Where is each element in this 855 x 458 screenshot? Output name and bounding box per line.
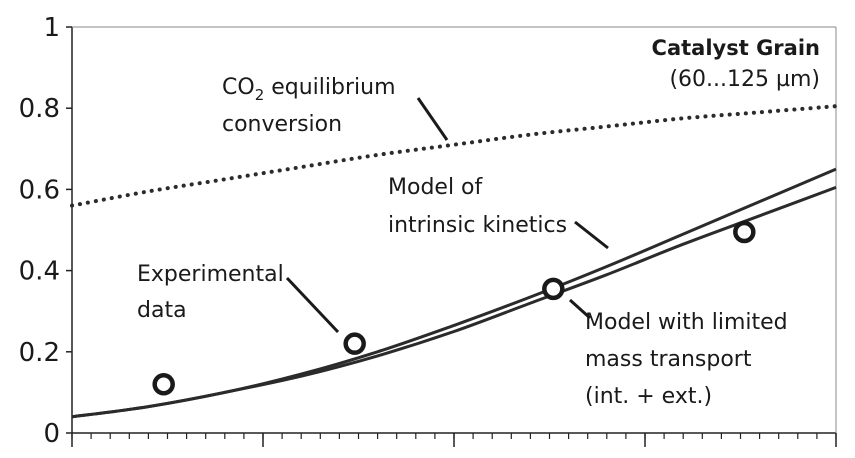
equilibrium-label-line2: conversion [222,112,342,137]
equilibrium-label-co: CO [222,75,255,100]
series-layer [70,104,838,419]
intrinsic-label-line1: Model of [388,175,484,200]
y-tick-label: 0.8 [19,94,60,124]
catalyst-grain-size: (60...125 µm) [669,67,820,92]
intrinsic-leader-line [574,220,609,250]
intrinsic-kinetics-line [71,167,837,419]
equilibrium-leader-line [416,97,449,141]
experimental-data-point [542,277,565,301]
y-tick-label: 0.6 [19,175,60,205]
experimental-leader-line [285,276,340,334]
mass-transport-label-line3: (int. + ext.) [585,384,712,409]
experimental-label-line2: data [137,298,187,323]
axis-ticks: 0 0.2 0.4 0.6 0.8 1 [19,13,837,449]
catalyst-grain-title: Catalyst Grain [652,36,820,60]
experimental-data-point [733,220,756,244]
equilibrium-line [70,104,838,208]
equilibrium-label-subscript: 2 [255,86,265,104]
y-tick-label: 0 [43,419,60,449]
intrinsic-label-line2: intrinsic kinetics [388,213,567,238]
y-tick-label: 1 [43,13,60,43]
experimental-data-point [152,373,175,396]
experimental-label-line1: Experimental [137,262,284,287]
mass-transport-label-line2: mass transport [585,347,752,372]
equilibrium-label-line1: CO2 equilibrium [222,75,396,104]
y-tick-label: 0.2 [19,338,60,368]
y-tick-label: 0.4 [19,257,60,287]
mass-transport-line [71,185,837,419]
mass-transport-leader-line [568,298,592,320]
mass-transport-label-line1: Model with limited [585,310,788,335]
equilibrium-label-rest: equilibrium [264,75,395,100]
experimental-data-point [343,332,366,355]
